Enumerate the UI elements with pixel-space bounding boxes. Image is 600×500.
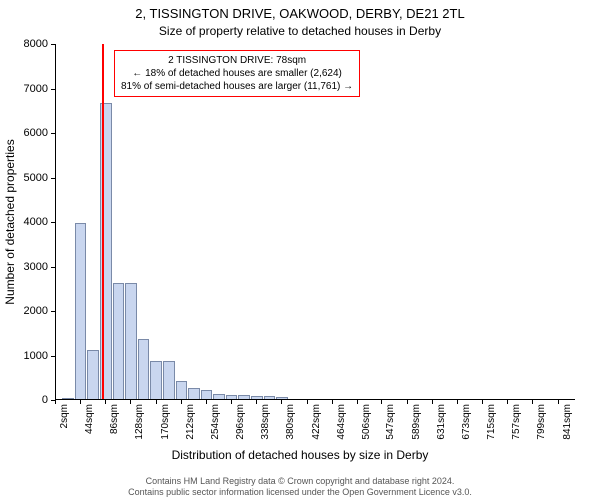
histogram-bar <box>62 398 74 399</box>
footer-line-1: Contains HM Land Registry data © Crown c… <box>0 476 600 487</box>
x-tick-label: 86sqm <box>109 404 121 454</box>
x-tick-mark <box>357 400 358 404</box>
y-tick-label: 3000 <box>0 261 48 273</box>
y-tick-label: 2000 <box>0 305 48 317</box>
histogram-bar <box>226 395 238 399</box>
histogram-bar <box>75 223 87 399</box>
y-tick-mark <box>51 89 55 90</box>
x-tick-label: 757sqm <box>511 404 523 454</box>
histogram-bar <box>213 394 225 399</box>
histogram-bar <box>264 396 276 399</box>
x-tick-mark <box>432 400 433 404</box>
y-tick-label: 0 <box>0 394 48 406</box>
x-tick-mark <box>105 400 106 404</box>
y-tick-label: 5000 <box>0 172 48 184</box>
y-tick-mark <box>51 267 55 268</box>
y-tick-label: 4000 <box>0 216 48 228</box>
x-tick-mark <box>381 400 382 404</box>
histogram-bar <box>138 339 150 399</box>
x-tick-mark <box>256 400 257 404</box>
x-tick-label: 254sqm <box>210 404 222 454</box>
x-tick-mark <box>407 400 408 404</box>
y-tick-label: 6000 <box>0 127 48 139</box>
histogram-bar <box>238 395 250 399</box>
x-tick-label: 631sqm <box>436 404 448 454</box>
y-tick-mark <box>51 222 55 223</box>
x-tick-label: 464sqm <box>336 404 348 454</box>
x-tick-mark <box>181 400 182 404</box>
histogram-bar <box>163 361 175 399</box>
x-tick-mark <box>130 400 131 404</box>
histogram-bar <box>125 283 137 399</box>
histogram-bar <box>87 350 99 399</box>
annotation-line: 2 TISSINGTON DRIVE: 78sqm <box>121 54 353 67</box>
x-tick-mark <box>532 400 533 404</box>
annotation-box: 2 TISSINGTON DRIVE: 78sqm← 18% of detach… <box>114 50 360 97</box>
x-tick-label: 841sqm <box>562 404 574 454</box>
histogram-bar <box>201 390 213 399</box>
plot-area: 2 TISSINGTON DRIVE: 78sqm← 18% of detach… <box>55 44 575 400</box>
y-tick-label: 7000 <box>0 83 48 95</box>
x-tick-mark <box>80 400 81 404</box>
x-tick-mark <box>206 400 207 404</box>
x-tick-label: 2sqm <box>59 404 71 454</box>
x-tick-mark <box>231 400 232 404</box>
annotation-line: 81% of semi-detached houses are larger (… <box>121 80 353 93</box>
x-tick-mark <box>482 400 483 404</box>
x-tick-mark <box>55 400 56 404</box>
annotation-line: ← 18% of detached houses are smaller (2,… <box>121 67 353 80</box>
x-tick-label: 589sqm <box>411 404 423 454</box>
property-marker-line <box>102 44 104 399</box>
x-tick-label: 547sqm <box>385 404 397 454</box>
x-tick-label: 380sqm <box>285 404 297 454</box>
histogram-bar <box>150 361 162 399</box>
y-tick-mark <box>51 356 55 357</box>
y-tick-mark <box>51 44 55 45</box>
x-tick-label: 170sqm <box>160 404 172 454</box>
x-tick-label: 338sqm <box>260 404 272 454</box>
y-tick-label: 8000 <box>0 38 48 50</box>
x-tick-label: 212sqm <box>185 404 197 454</box>
histogram-bar <box>188 388 200 399</box>
chart-footer: Contains HM Land Registry data © Crown c… <box>0 476 600 498</box>
x-tick-mark <box>307 400 308 404</box>
x-tick-mark <box>332 400 333 404</box>
x-tick-label: 506sqm <box>361 404 373 454</box>
y-tick-mark <box>51 311 55 312</box>
histogram-bar <box>113 283 125 399</box>
x-tick-label: 296sqm <box>235 404 247 454</box>
x-tick-mark <box>507 400 508 404</box>
x-tick-label: 673sqm <box>461 404 473 454</box>
y-tick-mark <box>51 133 55 134</box>
x-tick-label: 128sqm <box>134 404 146 454</box>
x-tick-label: 44sqm <box>84 404 96 454</box>
histogram-bar <box>176 381 188 399</box>
x-tick-mark <box>457 400 458 404</box>
x-tick-mark <box>156 400 157 404</box>
footer-line-2: Contains public sector information licen… <box>0 487 600 498</box>
x-tick-mark <box>281 400 282 404</box>
x-tick-label: 422sqm <box>311 404 323 454</box>
x-tick-mark <box>558 400 559 404</box>
histogram-bar <box>276 397 288 399</box>
y-tick-label: 1000 <box>0 350 48 362</box>
histogram-bar <box>251 396 263 399</box>
chart-title-main: 2, TISSINGTON DRIVE, OAKWOOD, DERBY, DE2… <box>0 6 600 21</box>
x-tick-label: 715sqm <box>486 404 498 454</box>
y-tick-mark <box>51 178 55 179</box>
chart-title-sub: Size of property relative to detached ho… <box>0 24 600 38</box>
x-tick-label: 799sqm <box>536 404 548 454</box>
